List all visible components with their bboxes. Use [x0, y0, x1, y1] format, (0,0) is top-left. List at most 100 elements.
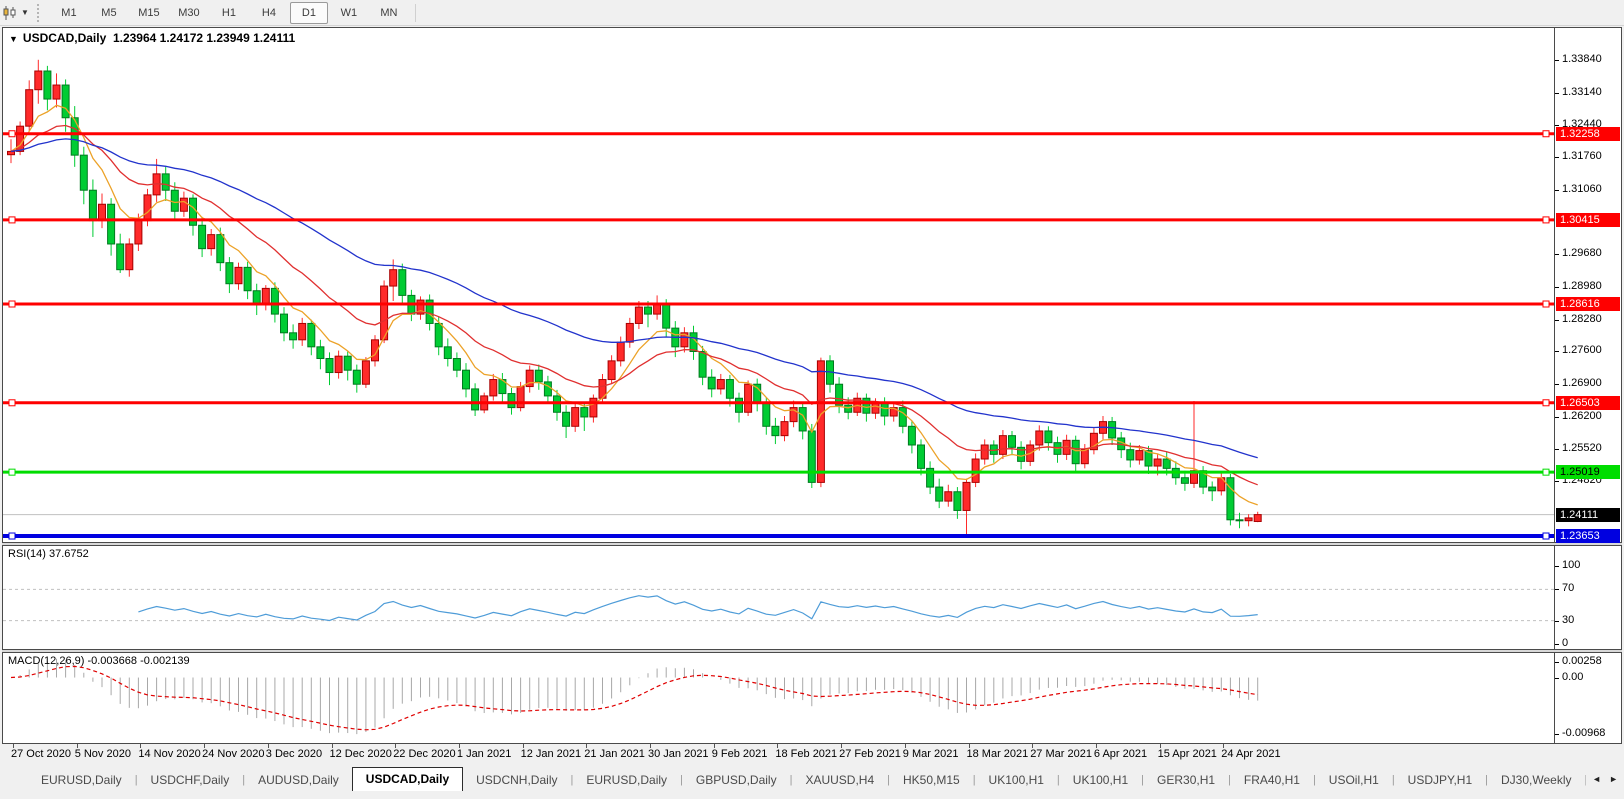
scroll-left-icon[interactable]: ◄: [1592, 773, 1602, 784]
date-label: 27 Feb 2021: [839, 748, 901, 760]
chart-type-menu[interactable]: ▼: [0, 5, 33, 21]
tab-divider: |: [1391, 774, 1395, 786]
tab-divider: |: [972, 774, 976, 786]
tab-divider: |: [134, 774, 138, 786]
price-tick: [1555, 448, 1559, 450]
tab-divider: |: [242, 774, 246, 786]
timeframe-button-h1[interactable]: H1: [221, 6, 236, 19]
hline-handle: [1542, 532, 1550, 540]
date-tick: [1032, 744, 1034, 748]
price-tick-label: 1.28280: [1562, 312, 1602, 325]
rsi-tick-label: 0: [1562, 637, 1569, 649]
macd-tick-label: -0.00968: [1562, 727, 1606, 740]
price-chart-panel: ▼ USDCAD,Daily 1.23964 1.24172 1.23949 1.…: [2, 27, 1622, 551]
rsi-tick-label: 70: [1562, 582, 1575, 595]
tab-divider: |: [1485, 774, 1489, 786]
panel-splitter[interactable]: [2, 543, 1622, 545]
date-label: 30 Jan 2021: [648, 748, 709, 760]
tab-divider: |: [1228, 774, 1231, 786]
tab-ger30-h1[interactable]: GER30,H1: [1157, 773, 1216, 787]
date-tick: [13, 744, 14, 748]
chart-title: ▼ USDCAD,Daily 1.23964 1.24172 1.23949 1.…: [9, 31, 295, 45]
price-tick-label: 1.29680: [1562, 247, 1602, 260]
timeframe-button-mn[interactable]: MN: [380, 6, 398, 19]
tab-usdcad-daily[interactable]: USDCAD,Daily: [351, 767, 464, 791]
timeframe-button-m15[interactable]: M15: [138, 6, 160, 19]
panel-splitter[interactable]: [2, 650, 1622, 652]
collapse-caret-icon[interactable]: ▼: [9, 34, 18, 44]
scroll-right-icon[interactable]: ►: [1609, 773, 1618, 784]
date-tick: [395, 744, 397, 748]
date-tick: [1223, 744, 1225, 748]
timeframe-button-m5[interactable]: M5: [101, 6, 117, 19]
ma-slow-line: [10, 138, 1258, 459]
date-label: 18 Feb 2021: [775, 748, 838, 760]
hline-handle: [1542, 216, 1550, 224]
hline-price-label: 1.32258: [1556, 126, 1620, 141]
candlestick-chart[interactable]: [3, 28, 1555, 542]
macd-chart[interactable]: [3, 653, 1555, 743]
tab-uk100-h1[interactable]: UK100,H1: [988, 773, 1044, 787]
rsi-plot[interactable]: RSI(14) 37.6752: [3, 546, 1555, 649]
tab-usdchf-daily[interactable]: USDCHF,Daily: [150, 773, 230, 787]
timeframe-button-d1[interactable]: D1: [289, 1, 328, 24]
hline-price-label: 1.30415: [1556, 212, 1620, 227]
tab-usdcnh-daily[interactable]: USDCNH,Daily: [476, 773, 558, 787]
macd-tick: [1555, 734, 1559, 736]
tab-eurusd-daily[interactable]: EURUSD,Daily: [586, 773, 668, 787]
price-chart-plot[interactable]: ▼ USDCAD,Daily 1.23964 1.24172 1.23949 1.…: [3, 28, 1555, 542]
tab-eurusd-daily[interactable]: EURUSD,Daily: [41, 773, 122, 787]
timeframe-button-h4[interactable]: H4: [261, 6, 276, 19]
hline-price-label: 1.23653: [1556, 529, 1620, 544]
date-label: 1 Jan 2021: [456, 748, 512, 760]
date-tick: [841, 744, 843, 748]
chart-tab-bar: EURUSD,Daily | USDCHF,Daily | AUDUSD,Daily US…: [0, 766, 1624, 791]
macd-tick-label: 0.00: [1562, 670, 1584, 683]
timeframe-button-w1[interactable]: W1: [340, 6, 358, 19]
date-label: 12 Dec 2020: [329, 748, 392, 760]
macd-tick: [1555, 677, 1559, 679]
date-axis: 27 Oct 2020 5 Nov 2020 14 Nov 2020 24 Nov 2…: [2, 744, 1622, 767]
tab-uk100-h1[interactable]: UK100,H1: [1072, 773, 1129, 787]
tab-dj30-weekly[interactable]: DJ30,Weekly: [1501, 773, 1572, 787]
tab-usoil-h1[interactable]: USOil,H1: [1328, 773, 1379, 787]
rsi-tick: [1555, 620, 1559, 622]
date-tick: [267, 744, 269, 748]
tab-usdjpy-h1[interactable]: USDJPY,H1: [1407, 773, 1473, 787]
date-label: 24 Apr 2021: [1221, 748, 1281, 760]
price-axis: 1.33840 1.33140 1.32440 1.31760 1.31060 1.296…: [1554, 28, 1621, 551]
price-tick: [1555, 254, 1559, 256]
tab-divider: |: [887, 774, 890, 786]
macd-panel: MACD(12,26,9) -0.003668 -0.002139 0.0025…: [2, 652, 1622, 744]
date-label: 22 Dec 2020: [393, 748, 456, 760]
rsi-tick: [1555, 644, 1559, 645]
tab-xauusd-h4[interactable]: XAUUSD,H4: [805, 773, 875, 787]
tab-hk50-m15[interactable]: HK50,M15: [902, 773, 960, 787]
date-tick: [522, 744, 524, 748]
timeframe-button-m1[interactable]: M1: [61, 6, 77, 19]
macd-plot[interactable]: MACD(12,26,9) -0.003668 -0.002139: [3, 653, 1555, 743]
rsi-chart[interactable]: [3, 546, 1555, 649]
macd-label: MACD(12,26,9) -0.003668 -0.002139: [8, 655, 190, 667]
date-label: 18 Mar 2021: [966, 748, 1029, 760]
price-tick-label: 1.26900: [1562, 377, 1602, 390]
date-label: 9 Mar 2021: [902, 748, 959, 760]
price-tick: [1555, 351, 1559, 353]
tab-divider: |: [789, 774, 793, 786]
tab-divider: |: [680, 774, 683, 786]
tab-gbpusd-daily[interactable]: GBPUSD,Daily: [695, 773, 777, 787]
date-label: 9 Feb 2021: [711, 748, 768, 760]
date-tick: [458, 744, 460, 748]
tab-fra40-h1[interactable]: FRA40,H1: [1243, 773, 1300, 787]
hline-handle: [1542, 300, 1550, 308]
tab-divider: |: [1056, 774, 1060, 786]
hline-handle: [8, 216, 16, 224]
hline-handle: [8, 300, 16, 308]
hline-handle: [8, 468, 16, 476]
timeframe-button-m30[interactable]: M30: [178, 6, 200, 19]
price-tick-label: 1.31760: [1562, 150, 1602, 163]
tab-audusd-daily[interactable]: AUDUSD,Daily: [258, 773, 339, 787]
date-label: 5 Nov 2020: [74, 748, 131, 760]
date-label: 15 Apr 2021: [1157, 748, 1217, 760]
date-tick: [76, 744, 78, 748]
